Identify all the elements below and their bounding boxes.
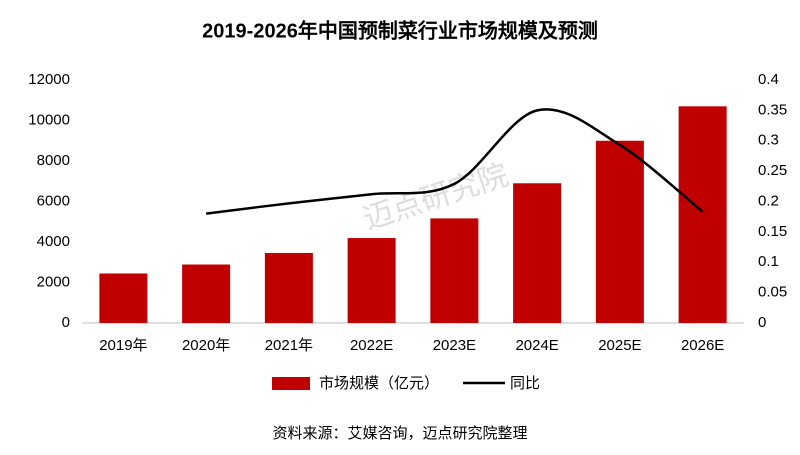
y-tick-label: 0 <box>62 314 70 331</box>
y-tick-label: 12000 <box>28 71 70 88</box>
x-tick-label: 2025E <box>598 337 641 354</box>
y-tick-label: 6000 <box>37 192 70 209</box>
line <box>205 108 704 215</box>
y2-tick-label: 0.1 <box>758 253 779 270</box>
x-tick-label: 2019年 <box>99 337 147 354</box>
x-tick-label: 2022E <box>350 337 393 354</box>
y2-tick-label: 0.15 <box>758 223 787 240</box>
y-tick-label: 4000 <box>37 233 70 250</box>
x-tick-label: 2020年 <box>182 337 230 354</box>
bar <box>99 273 148 323</box>
y2-tick-label: 0.4 <box>758 71 779 88</box>
bar <box>678 106 727 323</box>
bar <box>347 238 396 323</box>
bar <box>182 264 231 323</box>
chart-title: 2019-2026年中国预制菜行业市场规模及预测 <box>202 18 598 42</box>
bar <box>595 140 644 323</box>
bar <box>430 218 479 323</box>
y2-tick-label: 0.3 <box>758 132 779 149</box>
legend-label: 同比 <box>510 375 540 392</box>
y-tick-label: 8000 <box>37 152 70 169</box>
legend-swatch <box>272 377 310 390</box>
y2-tick-label: 0.2 <box>758 192 779 209</box>
y2-tick-label: 0.35 <box>758 101 787 118</box>
y-tick-label: 2000 <box>37 273 70 290</box>
bar <box>264 252 313 323</box>
bar <box>513 183 562 323</box>
x-tick-label: 2021年 <box>265 337 313 354</box>
x-tick-label: 2023E <box>433 337 476 354</box>
y2-tick-label: 0.25 <box>758 162 787 179</box>
legend-label: 市场规模（亿元） <box>319 375 439 392</box>
y2-tick-label: 0 <box>758 314 766 331</box>
x-tick-label: 2024E <box>515 337 558 354</box>
y2-tick-label: 0.05 <box>758 284 787 301</box>
y-tick-label: 10000 <box>28 111 70 128</box>
x-tick-label: 2026E <box>681 337 724 354</box>
source-note: 资料来源：艾媒咨询，迈点研究院整理 <box>272 424 527 442</box>
